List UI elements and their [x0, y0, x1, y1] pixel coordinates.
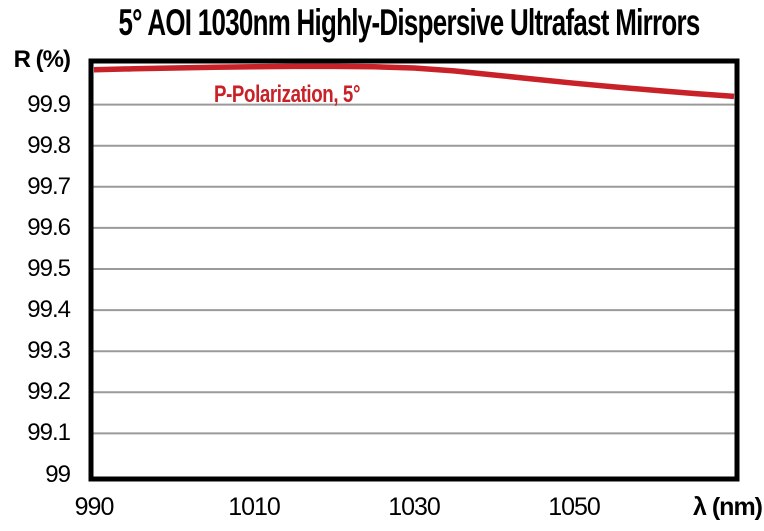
y-tick-label: 99.4 — [27, 296, 71, 324]
y-tick-label: 99 — [45, 460, 71, 488]
y-tick-label: 99.2 — [27, 378, 71, 406]
series-label: P-Polarization, 5° — [214, 81, 360, 108]
x-tick-label: 1010 — [228, 493, 281, 521]
y-tick-label: 99.8 — [27, 131, 71, 159]
y-tick-label: 99.1 — [27, 419, 71, 447]
x-tick-label: 1030 — [388, 493, 441, 521]
x-tick-label: 1050 — [548, 493, 601, 521]
gridlines — [91, 103, 737, 435]
y-axis-label: R (%) — [13, 46, 71, 73]
plot-border — [88, 58, 740, 482]
x-tick-label: 990 — [74, 493, 115, 521]
y-tick-label: 99.7 — [27, 172, 71, 200]
y-tick-label: 99.9 — [27, 90, 71, 118]
x-axis-label: λ (nm) — [693, 493, 763, 521]
plot-area: P-Polarization, 5° — [88, 58, 740, 482]
chart-title: 5° AOI 1030nm Highly-Dispersive Ultrafas… — [118, 2, 700, 43]
y-tick-label: 99.5 — [27, 255, 71, 282]
y-tick-label: 99.6 — [27, 213, 71, 241]
y-tick-label: 99.3 — [27, 337, 71, 365]
reflectance-curve — [93, 63, 735, 100]
